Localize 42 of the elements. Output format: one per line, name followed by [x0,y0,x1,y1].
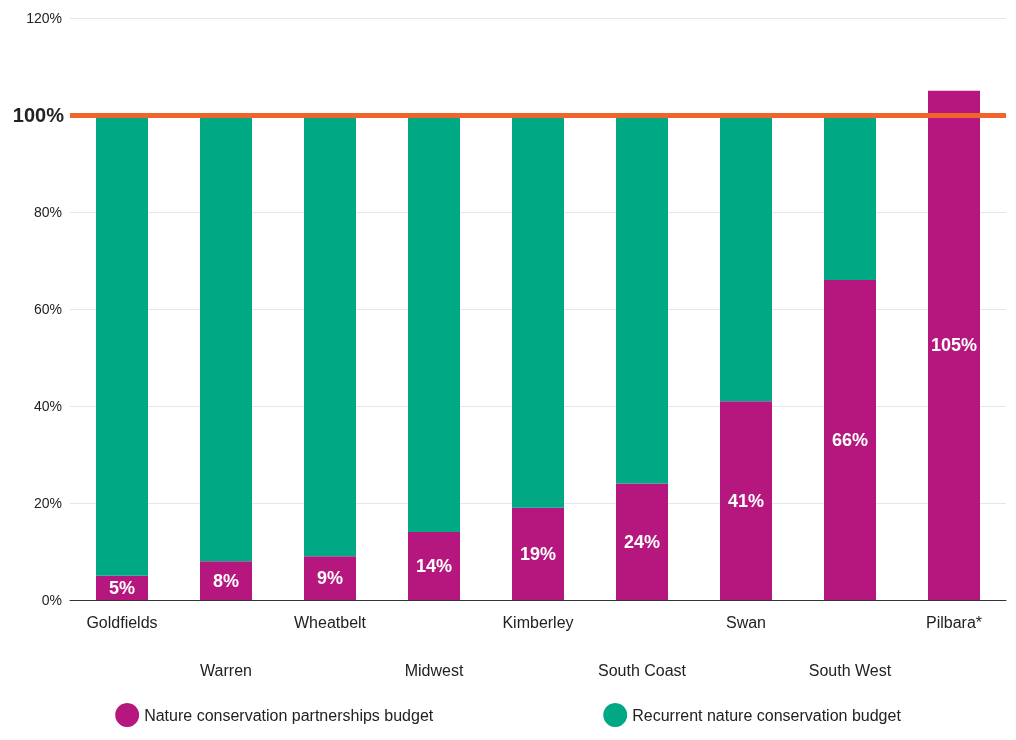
x-tick-label: Pilbara* [925,613,983,631]
legend-label: Nature conservation partnerships budget [144,706,434,724]
bar [616,115,668,484]
y-tick-label: 20% [33,495,62,511]
data-label: 5% [108,577,136,598]
bar [720,115,772,402]
bar [824,115,876,280]
x-tick-label: Wheatbelt [293,613,367,631]
bar [720,401,772,600]
data-label: 105% [930,335,978,356]
x-tick-label: Warren [200,661,252,679]
x-tick-label: Swan [725,613,767,631]
y-tick-label: 40% [33,398,62,414]
y-tick-label: 0% [41,592,62,608]
bar [304,115,356,557]
bar [512,115,564,508]
legend-label: Recurrent nature conservation budget [632,706,902,724]
bar [928,90,980,600]
x-tick-label: South West [808,661,892,679]
data-label: 66% [831,429,869,450]
bar [408,115,460,533]
bar [824,279,876,600]
y-tick-label: 60% [33,301,62,317]
ref-line-label: 100% [12,104,65,126]
y-tick-label: 120% [26,10,62,26]
data-label: 41% [727,490,765,511]
data-label: 19% [519,543,557,564]
data-label: 9% [316,568,344,589]
bar [616,483,668,600]
bar [512,507,564,600]
y-tick-label: 80% [33,204,62,220]
bar [304,556,356,600]
x-tick-label: South Coast [597,661,687,679]
data-label: 14% [415,556,453,577]
x-tick-label: Midwest [404,661,464,679]
bar [408,532,460,600]
data-label: 24% [623,531,661,552]
x-tick-label: Kimberley [502,613,574,631]
bar [96,115,148,576]
bar [200,115,252,562]
data-label: 8% [212,570,240,591]
x-tick-label: Goldfields [86,613,158,631]
